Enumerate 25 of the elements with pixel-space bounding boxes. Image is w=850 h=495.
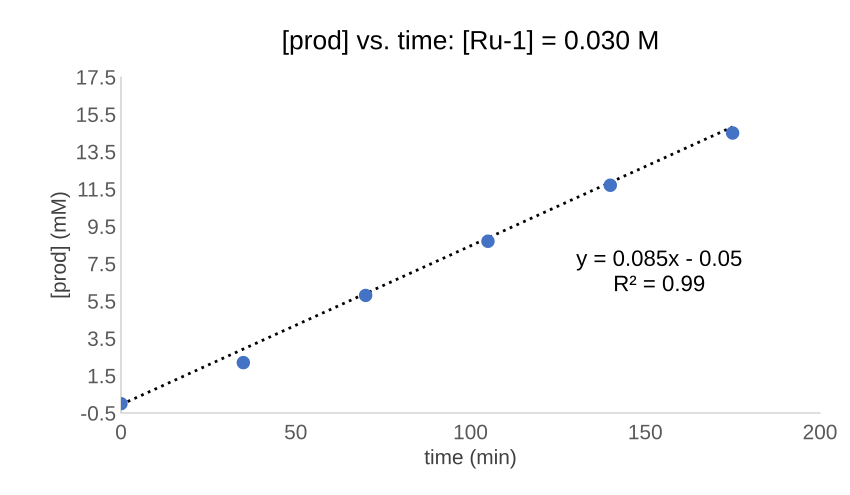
y-axis-title: [prod] (mM)	[50, 192, 70, 298]
point	[481, 234, 495, 248]
y-tick-label: 17.5	[77, 70, 116, 85]
x-tick-label: 200	[804, 424, 837, 440]
annotation: R² = 0.99	[615, 276, 704, 292]
point	[236, 356, 250, 370]
x-tick-label: 100	[454, 424, 488, 440]
y-tick-label: 13.5	[77, 144, 116, 160]
y-tick-label: 9.5	[88, 219, 116, 234]
x-axis-title: time (min)	[424, 449, 516, 468]
y-tick-label: 1.5	[88, 368, 116, 384]
x-tick-label: 150	[629, 424, 662, 440]
y-tick-label: 7.5	[88, 256, 116, 272]
y-tick-label: 5.5	[88, 294, 116, 309]
x-tick-label: 50	[285, 424, 307, 440]
point	[358, 288, 372, 302]
x-tick-label: 0	[116, 424, 126, 440]
y-tick-label: 11.5	[78, 182, 116, 197]
point	[726, 126, 740, 140]
chart-title: [prod] vs. time: [Ru-1] = 0.030 M	[284, 30, 658, 55]
y-tick-label: -0.5	[81, 406, 116, 421]
y-tick-label: 15.5	[77, 108, 116, 122]
annotation: y = 0.085x - 0.05	[576, 250, 742, 270]
point	[604, 178, 618, 192]
y-tick-label: 3.5	[88, 331, 116, 346]
